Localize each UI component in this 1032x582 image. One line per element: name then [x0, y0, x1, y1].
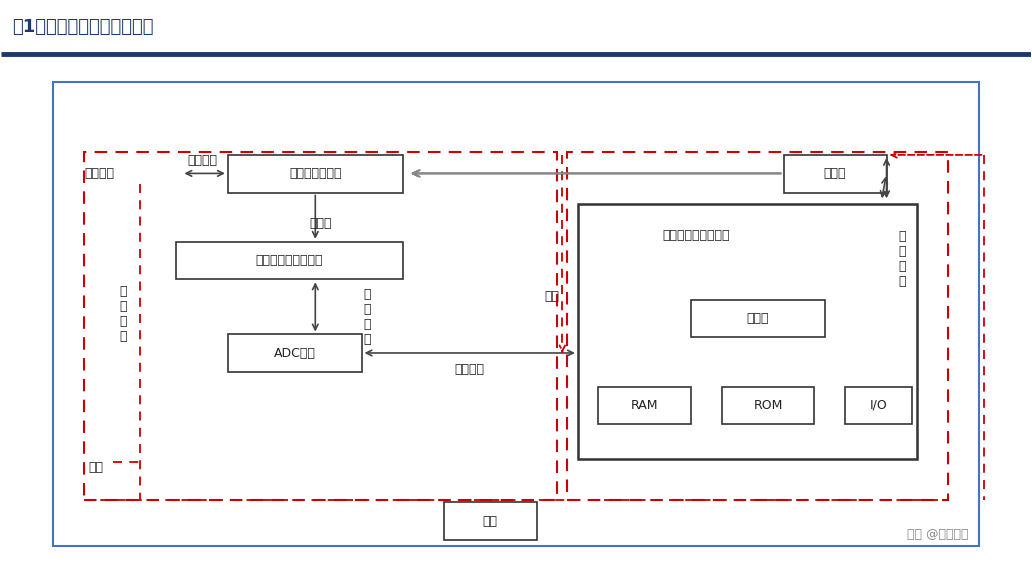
Bar: [578, 204, 917, 459]
Bar: [228, 155, 402, 193]
Bar: [783, 155, 886, 193]
Text: 图1：电子测量仪器工作原理: 图1：电子测量仪器工作原理: [11, 19, 153, 37]
Text: 控制: 控制: [545, 290, 559, 303]
Bar: [845, 386, 912, 424]
Text: RAM: RAM: [631, 399, 658, 412]
Bar: [599, 386, 691, 424]
Text: 操作者: 操作者: [824, 167, 846, 180]
Bar: [568, 152, 948, 499]
Bar: [228, 335, 361, 372]
Text: 被测物体: 被测物体: [85, 167, 115, 180]
Text: 模
拟
数
据: 模 拟 数 据: [363, 288, 370, 346]
Text: 处理器: 处理器: [746, 312, 769, 325]
Text: 电源: 电源: [483, 514, 497, 528]
Text: 数
字
转
换: 数 字 转 换: [119, 285, 127, 343]
Text: ADC转换: ADC转换: [273, 347, 316, 360]
Bar: [53, 83, 979, 546]
Text: 机箱: 机箱: [89, 461, 103, 474]
Bar: [721, 386, 814, 424]
Text: 用
户
接
口: 用 户 接 口: [898, 230, 906, 288]
Bar: [84, 152, 557, 499]
Text: 电信号: 电信号: [310, 217, 331, 230]
Text: 传感器或激励源: 传感器或激励源: [289, 167, 342, 180]
Bar: [176, 242, 402, 279]
Text: ROM: ROM: [753, 399, 783, 412]
Text: 头条 @未来智库: 头条 @未来智库: [907, 528, 969, 541]
Text: 模拟信号处理和参考: 模拟信号处理和参考: [256, 254, 323, 267]
Text: 物理传感: 物理传感: [187, 154, 217, 167]
Bar: [444, 502, 537, 540]
Text: 数字信号处理和校准: 数字信号处理和校准: [663, 229, 730, 243]
Text: I/O: I/O: [870, 399, 888, 412]
Bar: [691, 300, 825, 338]
Text: 数字信号: 数字信号: [455, 363, 485, 376]
